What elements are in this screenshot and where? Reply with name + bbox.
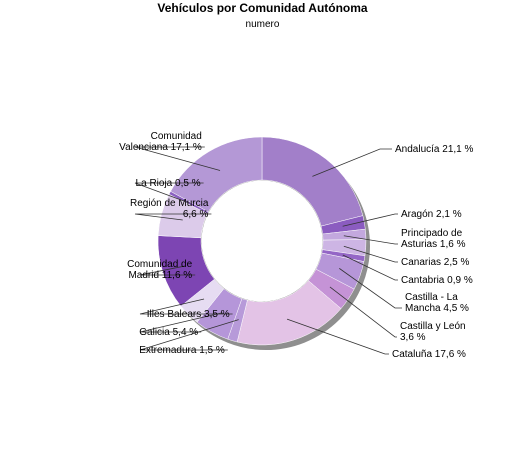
- slice-label-line: Andalucía 21,1 %: [395, 144, 473, 155]
- leader-line-2: [343, 235, 398, 245]
- slice-label-11: Comunidad de Madrid 11,6 %: [127, 259, 192, 281]
- leader-line-0: [312, 148, 392, 177]
- chart-title: Vehículos por Comunidad Autónoma: [157, 1, 368, 15]
- slice-label-8: Extremadura 1,5 %: [139, 345, 225, 356]
- leader-line-5: [339, 268, 402, 309]
- slice-label-2: Principado de Asturias 1,6 %: [401, 228, 466, 250]
- slice-label-line: Aragón 2,1 %: [401, 209, 462, 220]
- slice-label-line: Comunidad: [151, 131, 202, 142]
- slice-label-3: Canarias 2,5 %: [401, 257, 469, 268]
- leader-line-8: [139, 319, 239, 351]
- leader-line-13: [134, 182, 204, 204]
- slice-label-line: Principado de: [401, 228, 463, 239]
- slice-label-line: Mancha 4,5 %: [405, 303, 469, 314]
- slice-label-line: Asturias 1,6 %: [401, 239, 466, 250]
- slice-label-0: Andalucía 21,1 %: [395, 144, 473, 155]
- slice-label-line: Cantabria 0,9 %: [401, 275, 473, 286]
- slice-label-line: Región de Murcia: [130, 198, 209, 209]
- slice-label-line: La Rioja 0,5 %: [136, 178, 201, 189]
- donut-hole: [201, 180, 323, 302]
- slice-label-line: Castilla y León: [400, 321, 466, 332]
- slice-label-line: Madrid 11,6 %: [128, 270, 192, 281]
- slice-label-line: Cataluña 17,6 %: [392, 349, 466, 360]
- slice-label-5: Castilla - La Mancha 4,5 %: [405, 292, 469, 314]
- leader-line-7: [286, 318, 389, 355]
- pie-slice-14: [170, 136, 263, 213]
- leader-line-3: [343, 245, 398, 263]
- slice-label-line: 3,6 %: [400, 332, 426, 343]
- slice-label-line: Extremadura 1,5 %: [139, 345, 225, 356]
- slice-label-line: Valenciana 17,1 %: [119, 142, 202, 153]
- slice-label-14: Comunidad Valenciana 17,1 %: [119, 131, 202, 153]
- slice-label-line: Illes Balears 3,5 %: [147, 309, 230, 320]
- leader-line-10: [139, 298, 233, 315]
- leader-line-14: [134, 146, 221, 171]
- slice-label-line: Castilla - La: [405, 292, 458, 303]
- slice-label-1: Aragón 2,1 %: [401, 209, 462, 220]
- slice-label-9: Galicia 5,4 %: [139, 327, 198, 338]
- slice-label-line: Canarias 2,5 %: [401, 257, 469, 268]
- leader-line-6: [329, 286, 397, 338]
- slice-label-line: 6,6 %: [183, 209, 209, 220]
- slice-label-4: Cantabria 0,9 %: [401, 275, 473, 286]
- slice-label-line: Galicia 5,4 %: [139, 327, 198, 338]
- leader-line-11: [139, 265, 196, 276]
- slice-label-10: Illes Balears 3,5 %: [147, 309, 230, 320]
- leader-line-12: [134, 213, 212, 221]
- leader-line-9: [139, 312, 223, 333]
- slice-label-7: Cataluña 17,6 %: [392, 349, 466, 360]
- leader-line-1: [342, 213, 398, 227]
- slice-label-line: Comunidad de: [127, 259, 192, 270]
- slice-label-6: Castilla y León 3,6 %: [400, 321, 466, 343]
- slice-label-13: La Rioja 0,5 %: [136, 178, 201, 189]
- slice-label-12: Región de Murcia 6,6 %: [130, 198, 209, 220]
- leader-line-4: [342, 254, 398, 281]
- chart-subtitle: numero: [245, 19, 280, 30]
